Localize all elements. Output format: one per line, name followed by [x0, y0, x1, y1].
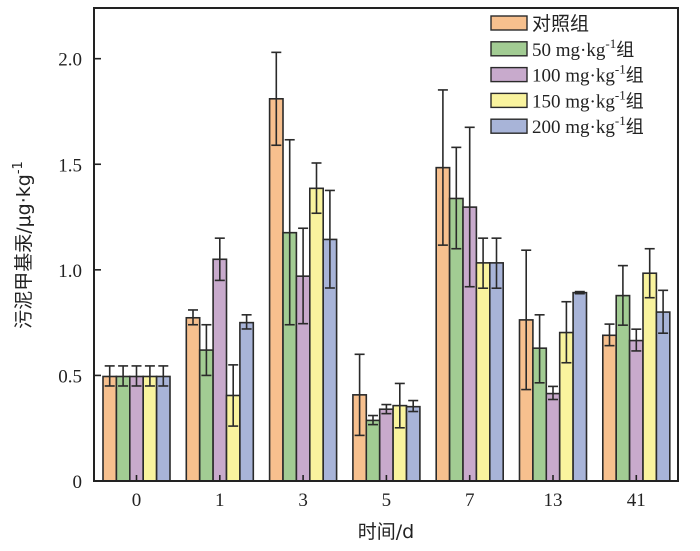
- y-tick-label: 2.0: [58, 50, 82, 71]
- error-bar-0-series-4: [158, 365, 169, 387]
- bar-0-series-0: [102, 375, 118, 482]
- bar-1-series-2: [212, 258, 228, 482]
- legend-label: 150 mg·kg-1组: [532, 87, 644, 112]
- legend-label: 50 mg·kg-1组: [532, 36, 634, 61]
- legend-item-1: 50 mg·kg-1组: [490, 36, 634, 61]
- x-axis: 0 1 3 5 7 13 41: [132, 475, 646, 511]
- error-bar-3-series-3: [311, 162, 322, 215]
- error-bar-13-series-3: [561, 300, 572, 364]
- error-bar-0-series-3: [144, 365, 155, 387]
- legend-item-3: 150 mg·kg-1组: [490, 87, 644, 112]
- error-bar-5-series-4: [408, 399, 419, 413]
- error-bar-5-series-0: [354, 353, 365, 437]
- error-bar-0-series-1: [118, 365, 129, 387]
- error-bar-13-series-4: [574, 290, 585, 295]
- error-bar-41-series-4: [658, 289, 669, 334]
- y-axis-title-superscript: -1: [11, 161, 26, 174]
- y-tick-label: 0.5: [58, 366, 82, 387]
- y-axis-title: 污泥甲基汞/μg·kg-1: [11, 161, 35, 329]
- legend-label: 对照组: [532, 13, 589, 35]
- bar-41-series-0: [601, 334, 617, 482]
- bar-13-series-4: [572, 291, 588, 482]
- error-bar-13-series-2: [548, 385, 558, 401]
- error-bar-41-series-2: [631, 328, 642, 352]
- error-bar-3-series-0: [271, 51, 282, 147]
- legend-swatch: [490, 66, 528, 83]
- error-bar-5-series-1: [368, 414, 378, 426]
- y-tick-label: 1.5: [58, 155, 82, 176]
- x-tick-label: 0: [132, 490, 142, 511]
- error-bar-41-series-0: [604, 323, 615, 347]
- bar-0-series-2: [129, 375, 145, 482]
- error-bar-1-series-4: [241, 314, 252, 330]
- legend-item-4: 200 mg·kg-1组: [490, 113, 644, 138]
- bar-41-series-3: [642, 272, 658, 482]
- bar-3-series-0: [268, 97, 284, 482]
- legend-swatch: [490, 92, 528, 109]
- bar-3-series-3: [308, 187, 324, 482]
- error-bar-5-series-3: [394, 382, 405, 429]
- bar-41-series-2: [628, 339, 644, 482]
- error-bar-3-series-1: [284, 138, 295, 326]
- y-axis-title-main: 污泥甲基汞/μg·kg: [13, 174, 35, 329]
- legend-item-2: 100 mg·kg-1组: [490, 62, 644, 87]
- x-tick-label: 13: [544, 490, 563, 511]
- bar-0-series-1: [115, 375, 131, 482]
- bar-5-series-4: [405, 405, 421, 482]
- x-tick-label: 1: [215, 490, 225, 511]
- bar-7-series-3: [475, 262, 491, 482]
- error-bar-5-series-2: [381, 403, 392, 415]
- error-bar-7-series-2: [464, 126, 475, 288]
- y-axis: 0 0.5 1.0 1.5 2.0: [58, 50, 101, 493]
- error-bar-7-series-1: [451, 146, 462, 250]
- legend-label: 200 mg·kg-1组: [532, 113, 644, 138]
- bar-0-series-4: [155, 375, 171, 482]
- y-tick-label: 1.0: [58, 261, 82, 282]
- x-axis-title: 时间/d: [358, 521, 414, 543]
- x-tick-label: 3: [298, 490, 308, 511]
- error-bar-1-series-1: [201, 323, 212, 377]
- error-bar-13-series-1: [534, 314, 545, 384]
- bar-13-series-2: [545, 392, 561, 482]
- legend-swatch: [490, 41, 528, 57]
- bar-1-series-4: [239, 321, 255, 482]
- error-bars-layer: [104, 51, 669, 437]
- error-bar-41-series-1: [617, 264, 628, 326]
- legend-label: 100 mg·kg-1组: [532, 62, 644, 87]
- x-tick-label: 5: [382, 490, 392, 511]
- svg-text:污泥甲基汞/μg·kg-1: 污泥甲基汞/μg·kg-1: [11, 161, 35, 329]
- error-bar-7-series-0: [437, 89, 448, 246]
- error-bar-7-series-3: [478, 237, 489, 290]
- error-bar-0-series-0: [104, 365, 115, 387]
- y-tick-label: 0: [73, 472, 83, 493]
- error-bar-1-series-0: [188, 309, 198, 326]
- bar-1-series-0: [185, 316, 201, 482]
- bar-0-series-3: [142, 375, 158, 482]
- bars-layer: [102, 97, 671, 482]
- x-tick-label: 7: [465, 490, 475, 511]
- legend-swatch: [490, 118, 528, 134]
- bar-41-series-4: [655, 311, 671, 482]
- error-bar-7-series-4: [491, 237, 502, 290]
- error-bar-13-series-0: [521, 249, 532, 391]
- bar-5-series-2: [378, 408, 394, 482]
- legend-item-0: 对照组: [490, 13, 589, 35]
- error-bar-1-series-3: [228, 364, 239, 427]
- bar-7-series-4: [488, 262, 504, 482]
- legend-swatch: [490, 15, 528, 31]
- error-bar-0-series-2: [131, 365, 142, 387]
- bar-5-series-1: [365, 419, 381, 482]
- error-bar-41-series-3: [644, 247, 655, 299]
- error-bar-3-series-4: [324, 189, 335, 289]
- x-tick-label: 41: [627, 490, 646, 511]
- error-bar-3-series-2: [298, 227, 309, 325]
- error-bar-1-series-2: [214, 237, 225, 282]
